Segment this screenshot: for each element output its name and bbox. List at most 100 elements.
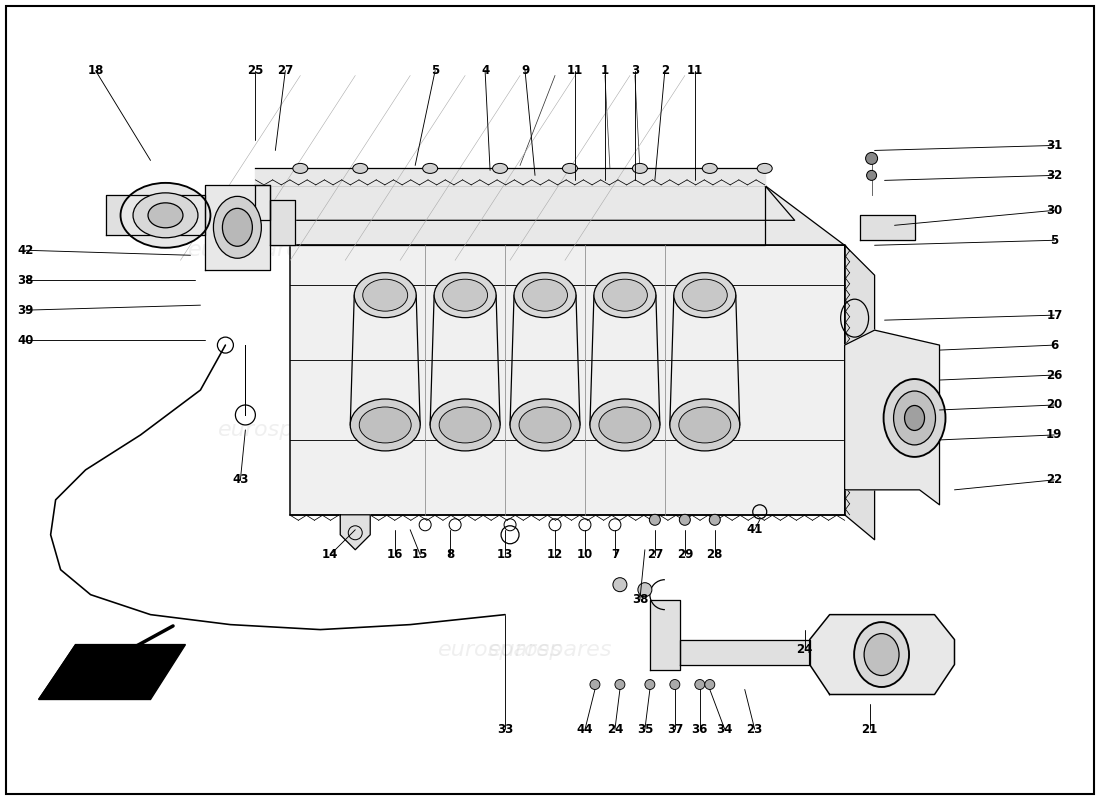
Text: 17: 17	[1046, 309, 1063, 322]
Ellipse shape	[519, 407, 571, 443]
Ellipse shape	[522, 279, 568, 311]
Text: eurospares: eurospares	[188, 240, 312, 260]
Ellipse shape	[293, 163, 308, 174]
Ellipse shape	[422, 163, 438, 174]
Text: 29: 29	[676, 548, 693, 562]
Ellipse shape	[148, 203, 183, 228]
Text: 4: 4	[481, 64, 490, 77]
Text: 3: 3	[630, 64, 639, 77]
Ellipse shape	[360, 407, 411, 443]
Ellipse shape	[904, 406, 924, 430]
Ellipse shape	[594, 273, 656, 318]
Text: 5: 5	[431, 64, 439, 77]
Ellipse shape	[562, 163, 578, 174]
Polygon shape	[39, 645, 186, 699]
Polygon shape	[680, 639, 810, 665]
Text: 24: 24	[607, 723, 623, 736]
Polygon shape	[255, 186, 845, 246]
Text: eurospares: eurospares	[218, 420, 342, 440]
Circle shape	[670, 679, 680, 690]
Text: 5: 5	[1050, 234, 1058, 246]
Text: 21: 21	[861, 723, 878, 736]
Text: 22: 22	[1046, 474, 1063, 486]
Text: 32: 32	[1046, 169, 1063, 182]
Text: 43: 43	[232, 474, 249, 486]
Text: 15: 15	[412, 548, 428, 562]
Circle shape	[645, 679, 654, 690]
Ellipse shape	[865, 634, 899, 675]
Ellipse shape	[133, 193, 198, 238]
Text: 14: 14	[322, 548, 339, 562]
Text: 10: 10	[576, 548, 593, 562]
Circle shape	[680, 514, 691, 526]
Circle shape	[638, 582, 652, 597]
Ellipse shape	[682, 279, 727, 311]
Ellipse shape	[121, 183, 210, 248]
Ellipse shape	[514, 273, 576, 318]
Ellipse shape	[430, 399, 500, 451]
Text: 20: 20	[1046, 398, 1063, 411]
Circle shape	[590, 679, 600, 690]
Polygon shape	[340, 515, 371, 550]
Ellipse shape	[442, 279, 487, 311]
Ellipse shape	[510, 399, 580, 451]
Ellipse shape	[603, 279, 648, 311]
Text: 38: 38	[631, 593, 648, 606]
Text: 16: 16	[387, 548, 404, 562]
Polygon shape	[290, 246, 845, 515]
Polygon shape	[255, 169, 764, 186]
Polygon shape	[39, 645, 76, 699]
Polygon shape	[255, 186, 764, 246]
Text: eurospares: eurospares	[587, 420, 712, 440]
Text: eurospares: eurospares	[737, 420, 862, 440]
Text: 18: 18	[87, 64, 103, 77]
Text: 31: 31	[1046, 139, 1063, 152]
Ellipse shape	[493, 163, 507, 174]
Text: 34: 34	[716, 723, 733, 736]
Text: eurospares: eurospares	[487, 240, 613, 260]
Text: 44: 44	[576, 723, 593, 736]
Polygon shape	[650, 600, 680, 670]
Circle shape	[615, 679, 625, 690]
Text: 1: 1	[601, 64, 609, 77]
Text: 24: 24	[796, 643, 813, 656]
Ellipse shape	[213, 196, 262, 258]
Circle shape	[867, 170, 877, 180]
Circle shape	[866, 153, 878, 165]
Polygon shape	[271, 200, 295, 246]
Polygon shape	[206, 186, 271, 270]
Ellipse shape	[702, 163, 717, 174]
Polygon shape	[845, 330, 939, 505]
Text: 23: 23	[747, 723, 763, 736]
Polygon shape	[255, 186, 271, 220]
Text: 28: 28	[706, 548, 723, 562]
Text: 11: 11	[686, 64, 703, 77]
Circle shape	[710, 514, 720, 526]
Text: eurospares: eurospares	[487, 639, 613, 659]
Ellipse shape	[353, 163, 367, 174]
Ellipse shape	[590, 399, 660, 451]
Ellipse shape	[670, 399, 740, 451]
Text: 7: 7	[610, 548, 619, 562]
Ellipse shape	[434, 273, 496, 318]
Circle shape	[705, 679, 715, 690]
Circle shape	[613, 578, 627, 592]
Text: 6: 6	[1050, 338, 1058, 351]
Ellipse shape	[893, 391, 935, 445]
Ellipse shape	[757, 163, 772, 174]
Text: 27: 27	[647, 548, 663, 562]
Text: 19: 19	[1046, 429, 1063, 442]
Text: 37: 37	[667, 723, 683, 736]
Ellipse shape	[674, 273, 736, 318]
Text: 40: 40	[18, 334, 34, 346]
Text: 39: 39	[18, 304, 34, 317]
Ellipse shape	[354, 273, 416, 318]
Text: 13: 13	[497, 548, 514, 562]
Text: 11: 11	[566, 64, 583, 77]
Text: 27: 27	[277, 64, 294, 77]
Circle shape	[649, 514, 660, 526]
Polygon shape	[106, 195, 206, 235]
Text: 9: 9	[521, 64, 529, 77]
Text: 38: 38	[18, 274, 34, 286]
Text: 30: 30	[1046, 204, 1063, 217]
